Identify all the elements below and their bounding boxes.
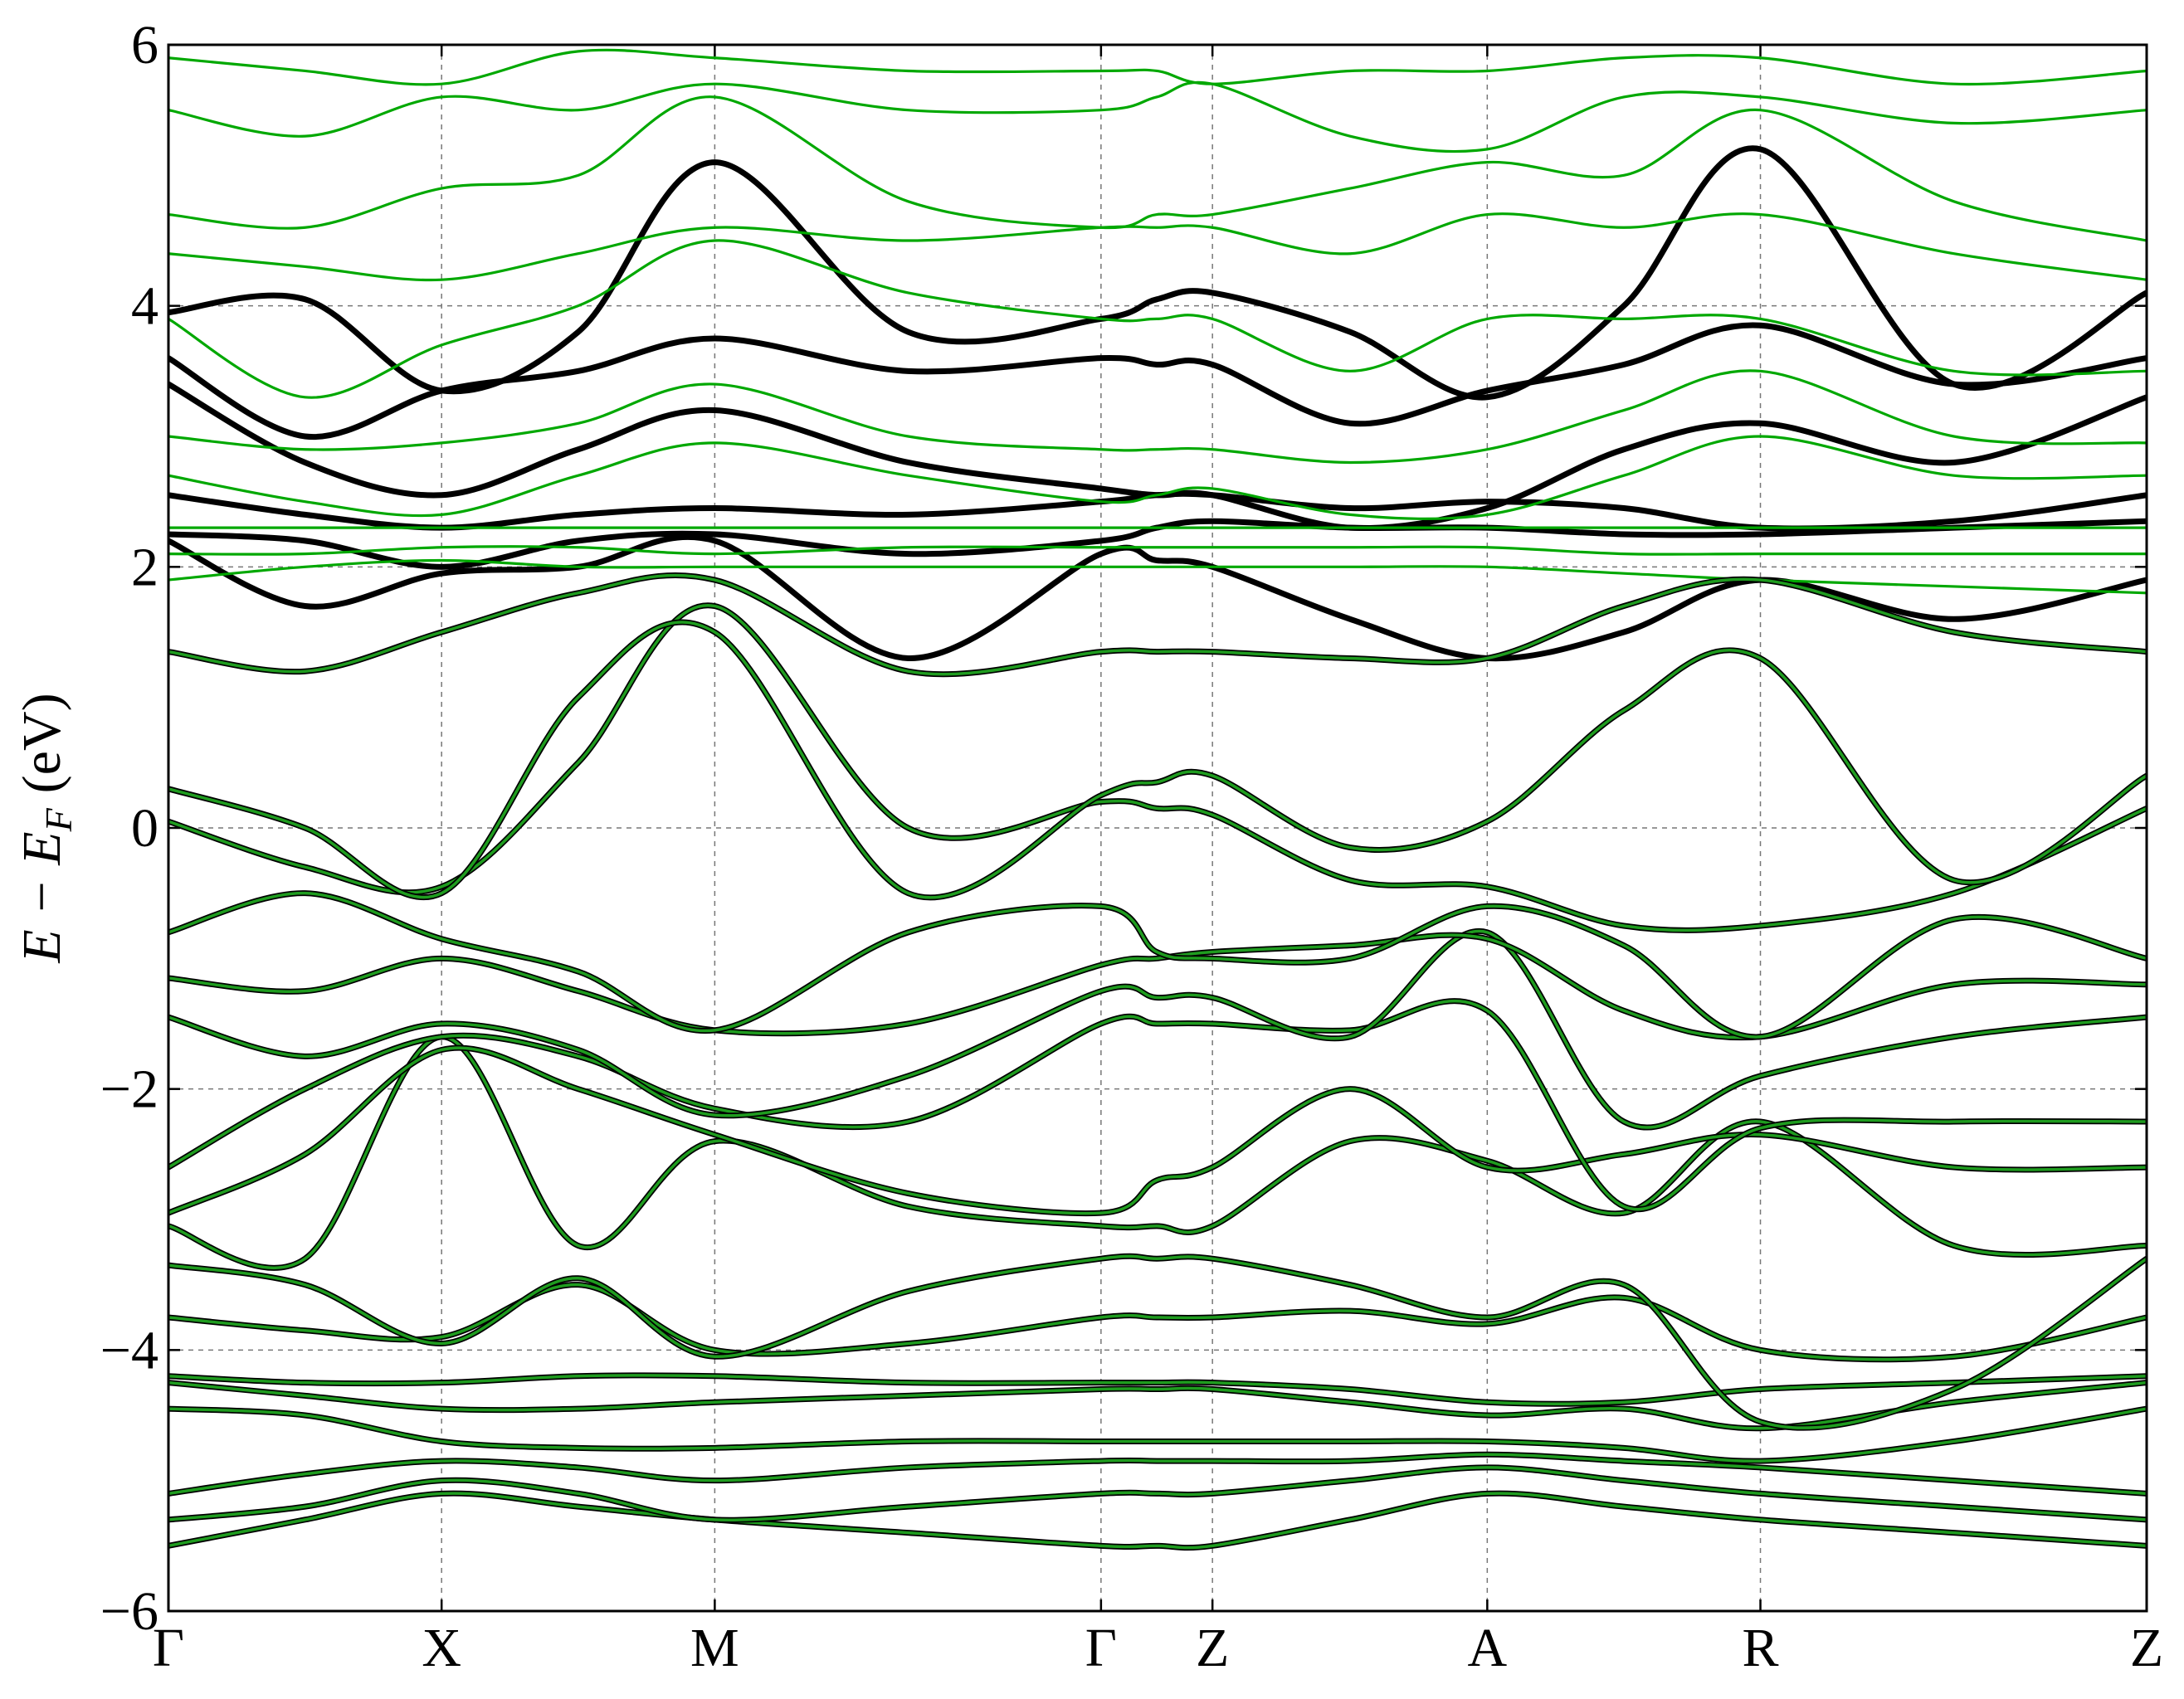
x-tick-label: Γ: [1085, 1618, 1117, 1678]
y-tick-label: −2: [100, 1059, 158, 1120]
y-tick-label: −4: [100, 1320, 158, 1380]
x-tick-label: M: [690, 1618, 739, 1678]
x-tick-label: Γ: [153, 1618, 184, 1678]
y-label-sub: F: [37, 807, 80, 832]
y-tick-label: 4: [131, 276, 158, 337]
band: [168, 621, 2147, 899]
band-outline: [168, 1253, 2147, 1431]
band-outline: [168, 1282, 2147, 1363]
band: [168, 929, 2147, 1129]
y-tick-label: −6: [100, 1581, 158, 1642]
band: [168, 1453, 2147, 1496]
x-tick-label: Z: [2130, 1618, 2163, 1678]
y-tick-label: 6: [131, 15, 158, 75]
band: [168, 1254, 2147, 1429]
x-tick-label: R: [1743, 1618, 1779, 1678]
band: [168, 604, 2147, 932]
band: [168, 369, 2147, 465]
band: [168, 891, 2147, 1039]
band: [168, 533, 2147, 662]
band: [168, 145, 2147, 401]
band: [168, 322, 2147, 441]
band: [168, 545, 2147, 556]
band: [168, 1492, 2147, 1550]
band: [168, 1374, 2147, 1405]
y-tick-label: 0: [131, 798, 158, 859]
ticks: −6 −4 −2 0 2 4 6 Γ X M Γ Z A R Z: [100, 15, 2163, 1678]
band: [168, 1466, 2147, 1521]
band-outline: [168, 619, 2147, 901]
y-label-main: E − E: [12, 831, 72, 963]
band: [168, 239, 2147, 399]
band: [168, 1000, 2147, 1211]
band: [168, 573, 2147, 676]
band: [168, 80, 2147, 153]
band: [168, 1407, 2147, 1463]
x-tick-label: X: [422, 1618, 461, 1678]
grid: [168, 44, 2147, 1612]
band: [168, 48, 2147, 86]
band: [168, 381, 2147, 532]
band-outline: [168, 1044, 2147, 1217]
band: [168, 1034, 2147, 1270]
band: [168, 1046, 2147, 1215]
bands: [168, 48, 2147, 1551]
band: [168, 212, 2147, 282]
band: [168, 435, 2147, 520]
y-axis-label: E − EF (eV): [12, 693, 80, 963]
band: [168, 95, 2147, 242]
y-label-unit: (eV): [12, 693, 72, 793]
band-outline: [168, 1034, 2147, 1271]
band: [168, 1380, 2147, 1430]
y-tick-label: 2: [131, 537, 158, 597]
x-tick-label: Z: [1196, 1618, 1229, 1678]
band: [168, 1283, 2147, 1361]
x-tick-label: A: [1467, 1618, 1507, 1678]
